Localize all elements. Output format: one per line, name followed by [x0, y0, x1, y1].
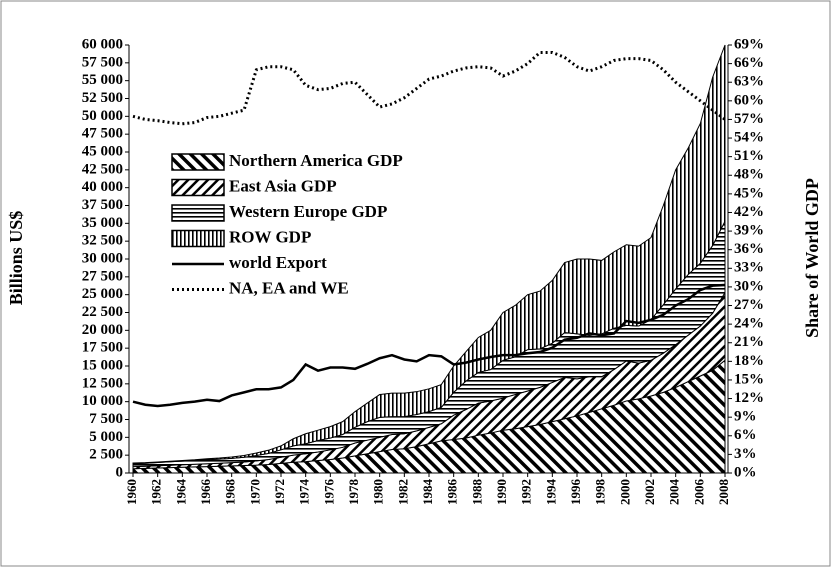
x-tick-label: 1970 — [247, 479, 262, 505]
y2-tick-label: 6% — [734, 427, 757, 443]
x-tick-label: 1968 — [223, 479, 238, 506]
y-tick-label: 45 000 — [82, 143, 123, 159]
x-tick-label: 2008 — [716, 479, 731, 506]
x-tick-label: 1996 — [568, 479, 583, 506]
line — [132, 50, 726, 126]
x-tick-label: 1990 — [494, 479, 509, 505]
x-tick-label: 2002 — [642, 479, 657, 505]
y2-tick-label: 54% — [734, 129, 764, 145]
y-tick-label: 52 500 — [82, 90, 123, 106]
legend-label: East Asia GDP — [229, 176, 337, 195]
y-tick-label: 10 000 — [82, 393, 123, 409]
legend-swatch — [171, 153, 225, 171]
y2-tick-label: 9% — [734, 409, 757, 425]
y2-tick-label: 39% — [734, 223, 764, 239]
y-tick-label: 35 000 — [82, 215, 123, 231]
legend-swatch — [171, 204, 225, 222]
y-tick-label: 15 000 — [82, 357, 123, 373]
y-tick-label: 20 000 — [82, 322, 123, 338]
y-tick-label: 0 — [116, 464, 124, 480]
y-tick-label: 50 000 — [82, 108, 123, 124]
y-tick-label: 40 000 — [82, 179, 123, 195]
y2-tick-label: 30% — [734, 278, 764, 294]
y-tick-label: 2 500 — [89, 447, 123, 463]
x-tick-label: 2006 — [691, 479, 706, 506]
x-tick-label: 1984 — [420, 479, 435, 506]
y-axis-title: Billions US$ — [6, 211, 26, 306]
x-tick-label: 1994 — [543, 479, 558, 506]
x-tick-label: 1974 — [297, 479, 312, 506]
x-tick-label: 1980 — [371, 479, 386, 505]
x-tick-label: 1972 — [272, 479, 287, 505]
y-tick-label: 25 000 — [82, 286, 123, 302]
x-tick-label: 1988 — [469, 479, 484, 506]
y2-tick-label: 63% — [734, 74, 764, 90]
x-tick-label: 1982 — [395, 479, 410, 505]
x-tick-label: 1964 — [173, 479, 188, 506]
line — [132, 283, 726, 408]
legend-label: world Export — [229, 253, 327, 272]
y2-tick-label: 3% — [734, 446, 757, 462]
x-tick-label: 1986 — [445, 479, 460, 506]
y2-tick-label: 48% — [734, 167, 764, 183]
x-tick-label: 1960 — [124, 479, 139, 505]
legend-label: ROW GDP — [229, 227, 311, 246]
y2-tick-label: 60% — [734, 92, 764, 108]
area — [132, 44, 726, 465]
y-tick-label: 60 000 — [82, 36, 123, 52]
y2-tick-label: 21% — [734, 334, 764, 350]
y-tick-label: 7 500 — [89, 411, 123, 427]
y-tick-label: 17 500 — [82, 340, 123, 356]
x-tick-label: 1998 — [593, 479, 608, 506]
y-tick-label: 22 500 — [82, 304, 123, 320]
y2-axis-title: Share of World GDP — [802, 178, 822, 338]
y-tick-label: 5 000 — [89, 429, 123, 445]
y-tick-label: 55 000 — [82, 72, 123, 88]
y-tick-label: 27 500 — [82, 268, 123, 284]
y2-tick-label: 33% — [734, 260, 764, 276]
y2-tick-label: 27% — [734, 297, 764, 313]
x-tick-label: 1978 — [346, 479, 361, 506]
legend-label: Northern America GDP — [229, 151, 403, 170]
y-tick-label: 37 500 — [82, 197, 123, 213]
x-tick-label: 2004 — [667, 479, 682, 506]
y2-tick-label: 0% — [734, 464, 757, 480]
x-tick-label: 1962 — [149, 479, 164, 505]
y-tick-label: 32 500 — [82, 233, 123, 249]
y2-tick-label: 51% — [734, 148, 764, 164]
x-tick-label: 1992 — [519, 479, 534, 505]
y2-tick-label: 57% — [734, 111, 764, 127]
legend-label: NA, EA and WE — [229, 278, 349, 297]
y2-tick-label: 36% — [734, 241, 764, 257]
y2-tick-label: 45% — [734, 185, 764, 201]
y-tick-label: 30 000 — [82, 250, 123, 266]
y-tick-label: 57 500 — [82, 54, 123, 70]
legend-swatch — [171, 229, 225, 248]
x-tick-label: 2000 — [617, 479, 632, 505]
x-tick-label: 1976 — [321, 479, 336, 506]
y2-tick-label: 12% — [734, 390, 764, 406]
x-tick-label: 1966 — [198, 479, 213, 506]
y2-tick-label: 42% — [734, 204, 764, 220]
y2-tick-label: 15% — [734, 371, 764, 387]
y2-tick-label: 69% — [734, 36, 764, 52]
y2-tick-label: 66% — [734, 55, 764, 71]
y-tick-label: 12 500 — [82, 375, 123, 391]
y-tick-label: 47 500 — [82, 126, 123, 142]
y2-tick-label: 24% — [734, 316, 764, 332]
y-tick-label: 42 500 — [82, 161, 123, 177]
y2-tick-label: 18% — [734, 353, 764, 369]
legend-label: Western Europe GDP — [229, 202, 387, 221]
legend-swatch — [171, 178, 225, 197]
